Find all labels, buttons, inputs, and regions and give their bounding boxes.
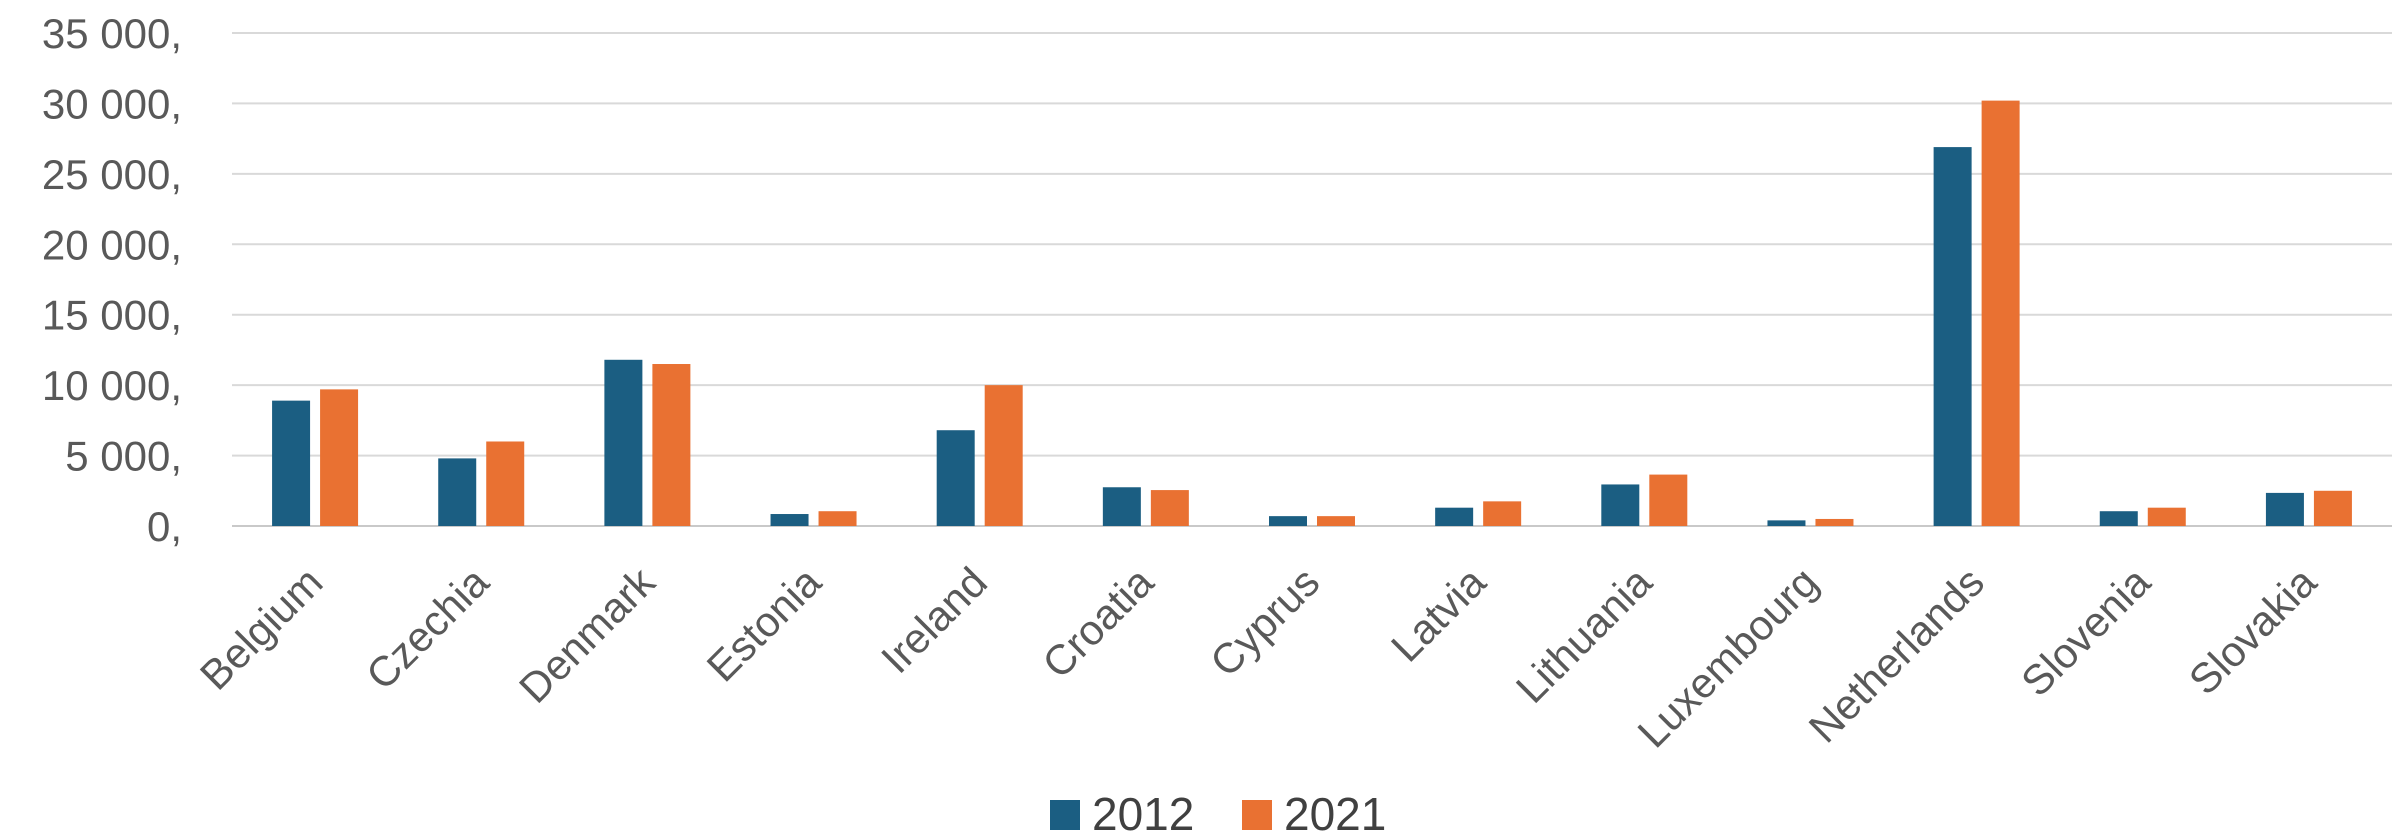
y-tick-label: 10 000, [42,362,182,409]
category-label: Ireland [872,558,996,682]
legend-swatch [1242,800,1272,830]
category-label: Cyprus [1201,558,1328,685]
y-axis-ticks: 0, 5 000, 10 000, 15 000, 20 000, 25 000, 30 0… [42,10,182,550]
bar-2021-belgium [320,389,359,526]
legend: 2012 2021 [1050,788,1386,839]
category-label: Estonia [698,558,831,691]
bar-2012-ireland [936,430,975,526]
legend-swatch [1050,800,1080,830]
bar-2021-slovakia [2313,490,2352,526]
y-tick-label: 15 000, [42,292,182,339]
bar-2012-denmark [604,359,643,526]
category-label: Netherlands [1800,558,1993,751]
bar-2021-lithuania [1649,474,1688,526]
category-label: Croatia [1033,558,1162,687]
bar-2012-cyprus [1269,516,1307,526]
bar-2012-luxembourg [1767,520,1806,526]
bar-2021-czechia [486,441,525,526]
category-label: Latvia [1382,558,1495,671]
bar-2012-netherlands [1933,147,1972,526]
y-tick-label: 25 000, [42,151,182,198]
bar-2021-cyprus [1317,516,1355,526]
legend-label: 2012 [1092,788,1194,839]
bar-2012-slovakia [2265,492,2304,526]
y-tick-label: 30 000, [42,80,182,127]
bar-2012-latvia [1435,507,1474,526]
category-label: Denmark [510,557,664,711]
gridlines [232,32,2392,527]
bar-2012-croatia [1102,487,1141,526]
x-axis-labels: Belgium Czechia Denmark Estonia Ireland Croat… [191,557,2326,756]
bar-2021-ireland [984,385,1023,526]
bar-2021-croatia [1150,490,1189,526]
y-tick-label: 20 000, [42,221,182,268]
bar-2012-estonia [770,514,809,526]
y-tick-label: 5 000, [65,433,182,480]
bar-2021-latvia [1483,501,1522,526]
category-label: Lithuania [1507,558,1661,712]
category-label: Slovakia [2180,558,2326,704]
bar-2021-denmark [652,364,691,526]
bar-2012-slovenia [2099,511,2138,526]
legend-label: 2021 [1284,788,1386,839]
category-label: Luxembourg [1628,558,1826,756]
y-tick-label: 35 000, [42,10,182,57]
bar-2012-lithuania [1601,484,1640,526]
y-tick-label: 0, [147,503,182,550]
bar-2021-luxembourg [1815,518,1854,526]
bar-2012-belgium [272,400,311,526]
bar-2021-slovenia [2147,507,2186,526]
bars [272,100,2352,527]
category-label: Belgium [191,558,332,699]
bar-2021-netherlands [1981,100,2020,527]
category-label: Czechia [357,558,498,699]
category-label: Slovenia [2012,558,2160,706]
bar-2021-estonia [818,511,857,526]
bar-2012-czechia [438,458,477,526]
